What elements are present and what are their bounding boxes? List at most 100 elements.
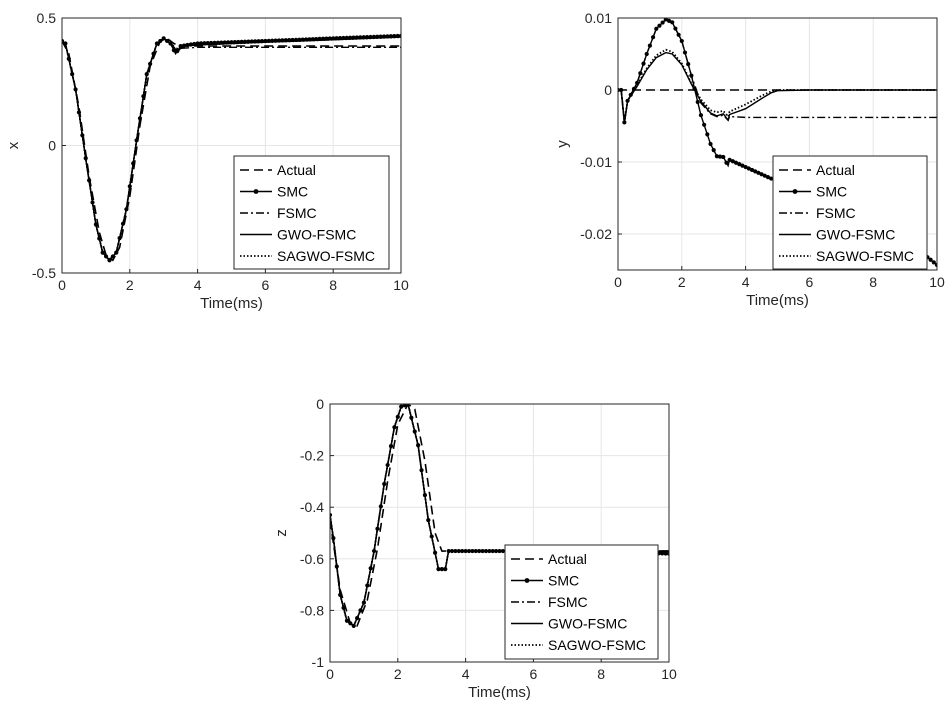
legend-label: SAGWO-FSMC: [548, 637, 646, 653]
x-tick-label: 6: [530, 666, 538, 682]
data-point: [695, 99, 700, 105]
y-axis-label: y: [554, 140, 571, 148]
legend-label: SMC: [277, 184, 308, 200]
data-point: [721, 154, 726, 160]
legend-label: Actual: [277, 162, 316, 178]
x-tick-label: 0: [58, 277, 66, 293]
subplot-2: 0 2 4 6 8 10 -0.02 -0.01 0 0.01 Time(ms) y Actual SMC…: [554, 10, 945, 309]
subplot-1: 0 2 4 6 8 10-0.500.5Time(ms)xActualSMCFSMCGWO…: [5, 10, 409, 312]
x-axis-label: Time(ms): [468, 684, 531, 701]
x-tick-label: 10: [929, 274, 945, 290]
data-point: [702, 122, 707, 127]
data-point: [756, 170, 761, 175]
legend: Actual SMC FSMC GWO-FSMC SAGWO-FSMC: [233, 155, 390, 270]
y-tick-label: -0.4: [300, 499, 324, 515]
y-tick-label: -0.5: [32, 265, 56, 281]
x-tick-label: 10: [393, 277, 409, 293]
y-tick-label: 0.5: [37, 10, 57, 26]
legend-label: Actual: [548, 551, 587, 567]
legend-label: GWO-FSMC: [816, 227, 895, 243]
y-tick-label: -0.2: [300, 448, 324, 464]
legend: Actual SMC FSMC GWO-FSMC SAGWO-FSMC: [772, 155, 928, 270]
data-point: [743, 164, 748, 170]
data-point: [730, 159, 735, 164]
legend-label: Actual: [816, 162, 855, 178]
legend-label: FSMC: [277, 205, 317, 221]
y-tick-label: 0.01: [585, 10, 612, 26]
y-tick-label: -0.8: [300, 602, 324, 618]
y-tick-label: -0.01: [580, 154, 612, 170]
axes-box: [329, 403, 670, 663]
x-tick-label: 8: [597, 666, 605, 682]
data-point: [705, 132, 710, 137]
series-line-sagwo-fsmc: [618, 48, 937, 123]
x-tick-label: 10: [661, 666, 677, 682]
data-point: [714, 154, 719, 159]
x-tick-label: 0: [614, 274, 622, 290]
x-tick-label: 2: [678, 274, 686, 290]
y-tick-label: 0: [316, 396, 324, 412]
data-point: [733, 160, 739, 165]
series-line-sagwo-fsmc: [330, 404, 669, 628]
legend-marker: [253, 189, 259, 194]
data-point: [753, 169, 758, 174]
legend: Actual SMC FSMC GWO-FSMC SAGWO-FSMC: [504, 544, 659, 660]
series-line-sagwo-fsmc: [62, 36, 401, 262]
legend-label: GWO-FSMC: [548, 616, 627, 632]
y-tick-label: 0: [604, 82, 612, 98]
data-point: [666, 551, 669, 556]
y-tick-label: -0.02: [580, 226, 612, 242]
data-point: [663, 551, 668, 556]
y-axis-label: z: [273, 529, 290, 537]
x-tick-label: 4: [462, 666, 470, 682]
legend-label: SAGWO-FSMC: [277, 248, 375, 264]
legend-marker: [792, 189, 798, 194]
data-point: [769, 176, 774, 181]
data-point: [717, 154, 723, 159]
data-point: [698, 113, 704, 118]
x-tick-label: 8: [869, 274, 877, 290]
legend-label: FSMC: [548, 594, 588, 610]
legend-label: SMC: [816, 184, 847, 200]
y-axis-label: x: [5, 141, 22, 149]
axes-box: [617, 17, 938, 271]
data-point: [708, 141, 713, 147]
x-axis-label: Time(ms): [746, 292, 809, 309]
x-tick-label: 6: [806, 274, 814, 290]
subplot-3: 0 2 4 6 8 10 -1 -0.8 -0.6 -0.4 -0.2 0 Time(ms) z Actua…: [273, 396, 677, 701]
data-point: [727, 157, 732, 162]
series-group: [62, 33, 401, 263]
legend-label: SMC: [548, 573, 579, 589]
data-point: [660, 551, 665, 556]
legend-label: SAGWO-FSMC: [816, 248, 914, 264]
data-point: [711, 148, 716, 153]
x-tick-label: 4: [194, 277, 202, 293]
data-point: [686, 61, 691, 67]
legend-label: GWO-FSMC: [277, 227, 356, 243]
x-axis-label: Time(ms): [200, 295, 263, 312]
axes-box: [61, 17, 402, 274]
y-tick-label: 0: [48, 138, 56, 154]
data-point: [765, 175, 771, 180]
data-point: [759, 172, 764, 177]
legend-label: FSMC: [816, 205, 856, 221]
data-point: [931, 260, 936, 265]
legend-marker: [524, 578, 530, 583]
data-point: [928, 257, 933, 262]
data-point: [749, 167, 755, 173]
data-point: [740, 163, 745, 168]
data-point: [746, 166, 751, 171]
x-tick-label: 2: [394, 666, 402, 682]
data-point: [762, 173, 767, 178]
x-tick-label: 2: [126, 277, 134, 293]
data-point: [737, 162, 742, 167]
x-tick-label: 4: [742, 274, 750, 290]
x-tick-label: 0: [326, 666, 334, 682]
y-tick-label: -1: [312, 654, 325, 670]
x-tick-label: 6: [262, 277, 270, 293]
x-tick-label: 8: [329, 277, 337, 293]
data-point: [724, 160, 729, 165]
y-tick-label: -0.6: [300, 551, 324, 567]
data-point: [934, 262, 937, 268]
